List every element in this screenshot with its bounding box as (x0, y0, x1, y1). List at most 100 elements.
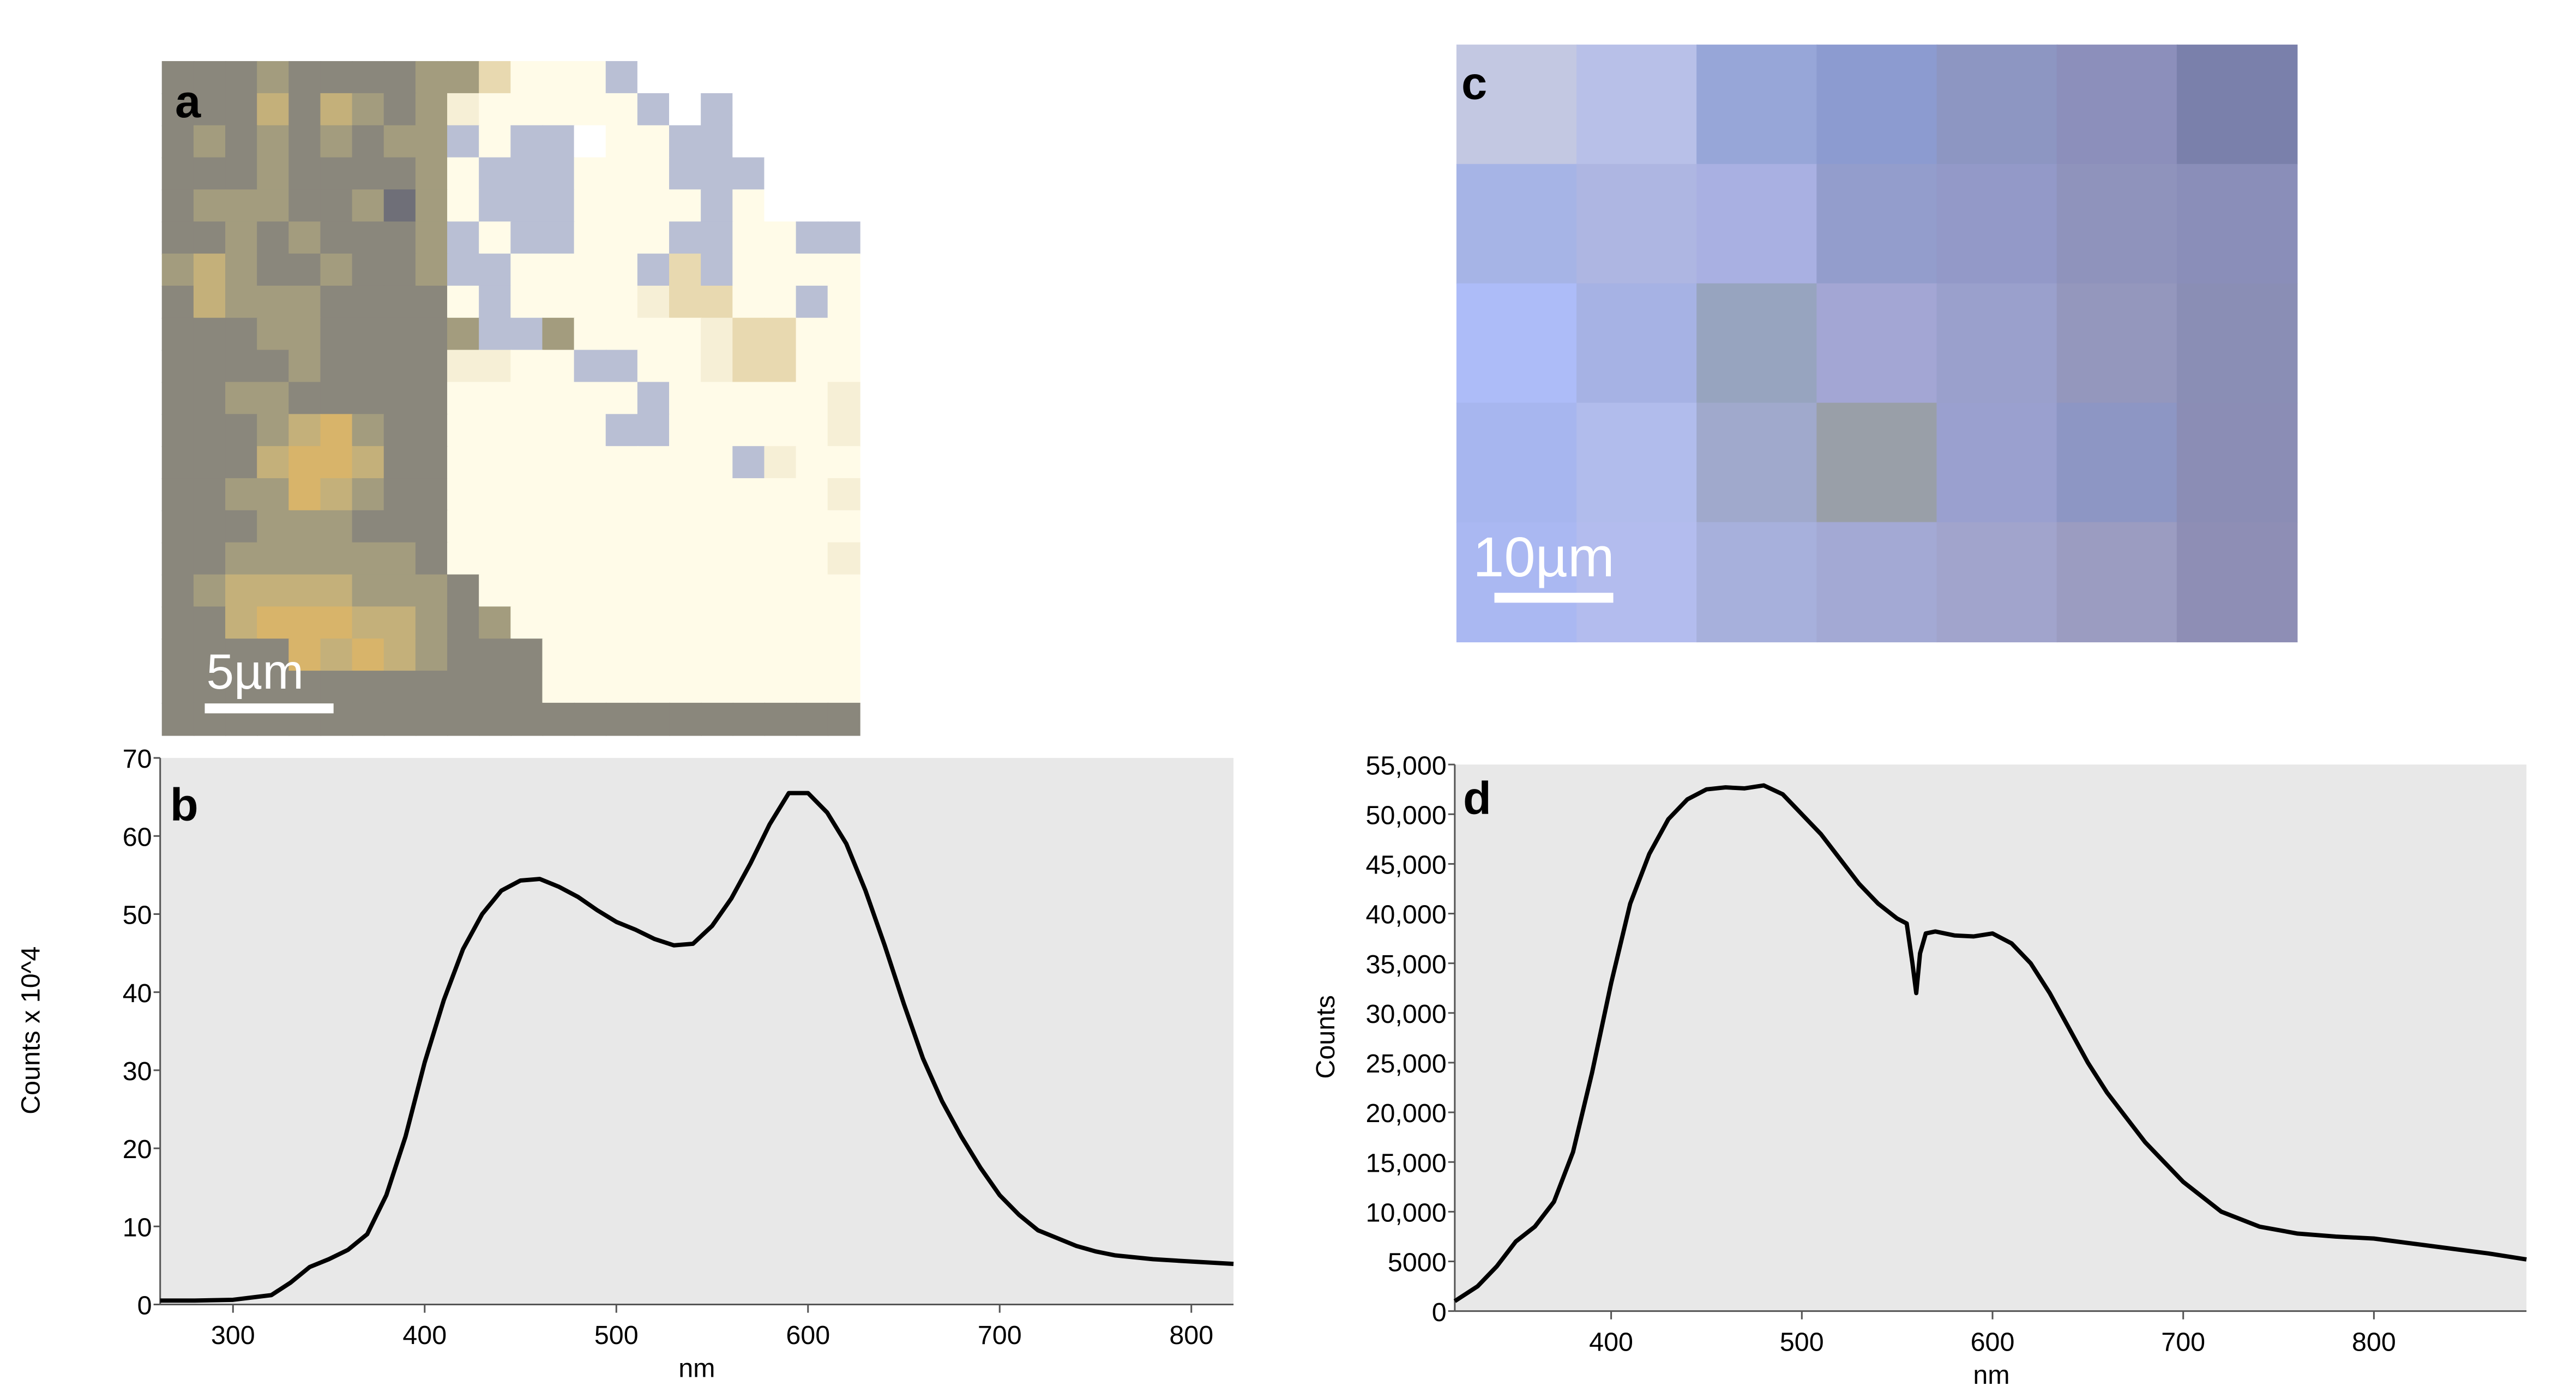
micrograph-pixel (288, 125, 322, 159)
micrograph-pixel (605, 478, 639, 511)
micrograph-pixel (732, 157, 766, 191)
micrograph-pixel (827, 349, 860, 383)
micrograph-pixel (161, 638, 195, 672)
micrograph-pixel (447, 414, 480, 447)
micrograph-pixel (383, 189, 417, 223)
y-tick-label: 0 (1432, 1298, 1447, 1327)
micrograph-pixel (732, 221, 766, 255)
micrograph-pixel (225, 671, 258, 704)
micrograph-pixel (510, 446, 544, 479)
micrograph-pixel (732, 61, 766, 94)
micrograph-pixel (574, 638, 607, 672)
micrograph-pixel (574, 189, 607, 223)
micrograph-pixel (669, 61, 702, 94)
micrograph-pixel (193, 382, 226, 415)
micrograph-pixel (383, 414, 417, 447)
micrograph-pixel (225, 606, 258, 640)
micrograph-pixel (415, 510, 448, 544)
micrograph-pixel (479, 349, 512, 383)
micrograph-pixel (732, 606, 766, 640)
micrograph-cell (1576, 164, 1698, 285)
micrograph-pixel (796, 317, 829, 351)
spectrum-chart-d: d 0 5000 10,000 15,000 20,000 25,000 30,000 35,… (1311, 751, 2527, 1390)
micrograph-pixel (542, 478, 575, 511)
micrograph-pixel (732, 478, 766, 511)
scale-bar-a (204, 703, 334, 714)
micrograph-pixel (637, 221, 670, 255)
micrograph-pixel (574, 510, 607, 544)
micrograph-pixel (637, 574, 670, 608)
micrograph-pixel (574, 606, 607, 640)
micrograph-pixel (542, 189, 575, 223)
micrograph-pixel (732, 542, 766, 576)
micrograph-pixel (193, 478, 226, 511)
micrograph-pixel (701, 606, 734, 640)
micrograph-pixel (701, 671, 734, 704)
y-tick-label: 0 (137, 1291, 152, 1321)
micrograph-pixel (605, 446, 639, 479)
micrograph-pixel (574, 542, 607, 576)
micrograph-pixel (257, 61, 290, 94)
micrograph-pixel (827, 478, 860, 511)
micrograph-pixel (288, 671, 322, 704)
micrograph-pixel (257, 254, 290, 287)
micrograph-pixel (383, 61, 417, 94)
micrograph-pixel (605, 221, 639, 255)
micrograph-pixel (732, 93, 766, 126)
micrograph-pixel (637, 606, 670, 640)
micrograph-pixel (383, 446, 417, 479)
micrograph-pixel (510, 638, 544, 672)
micrograph-pixel (605, 542, 639, 576)
micrograph-pixel (669, 93, 702, 126)
micrograph-pixel (510, 414, 544, 447)
micrograph-pixel (605, 510, 639, 544)
micrograph-cell (1456, 44, 1578, 165)
micrograph-pixel (193, 510, 226, 544)
micrograph-pixel (637, 189, 670, 223)
micrograph-pixel (764, 125, 797, 159)
micrograph-pixel (701, 61, 734, 94)
micrograph-pixel (732, 510, 766, 544)
micrograph-pixel (669, 478, 702, 511)
micrograph-pixel (701, 638, 734, 672)
micrograph-pixel (796, 478, 829, 511)
micrograph-pixel (510, 349, 544, 383)
micrograph-pixel (415, 382, 448, 415)
micrograph-pixel (510, 285, 544, 319)
micrograph-pixel (669, 157, 702, 191)
micrograph-cell (1816, 164, 1937, 285)
x-tick-label: 500 (1780, 1327, 1824, 1357)
micrograph-pixel (605, 189, 639, 223)
micrograph-pixel (574, 382, 607, 415)
micrograph-pixel (288, 510, 322, 544)
micrograph-pixel (352, 221, 385, 255)
micrograph-pixel (479, 125, 512, 159)
micrograph-pixel (605, 671, 639, 704)
micrograph-pixel (732, 254, 766, 287)
micrograph-pixel (637, 478, 670, 511)
micrograph-pixel (352, 542, 385, 576)
micrograph-cell (1696, 283, 1817, 404)
micrograph-pixel (288, 574, 322, 608)
micrograph-pixel (669, 221, 702, 255)
micrograph-pixel (415, 542, 448, 576)
micrograph-pixel (479, 478, 512, 511)
micrograph-pixel (669, 382, 702, 415)
micrograph-pixel (827, 574, 860, 608)
micrograph-pixel (383, 606, 417, 640)
micrograph-pixel (574, 574, 607, 608)
micrograph-pixel (257, 638, 290, 672)
micrograph-pixel (257, 93, 290, 126)
micrograph-pixel (574, 157, 607, 191)
micrograph-pixel (383, 254, 417, 287)
micrograph-pixel (637, 93, 670, 126)
micrograph-pixel (225, 414, 258, 447)
micrograph-cell (1456, 164, 1578, 285)
micrograph-pixel (510, 478, 544, 511)
micrograph-pixel (796, 510, 829, 544)
micrograph-pixel (161, 317, 195, 351)
micrograph-pixel (193, 574, 226, 608)
series-line-d (1453, 783, 2527, 1303)
micrograph-pixel (669, 702, 702, 736)
